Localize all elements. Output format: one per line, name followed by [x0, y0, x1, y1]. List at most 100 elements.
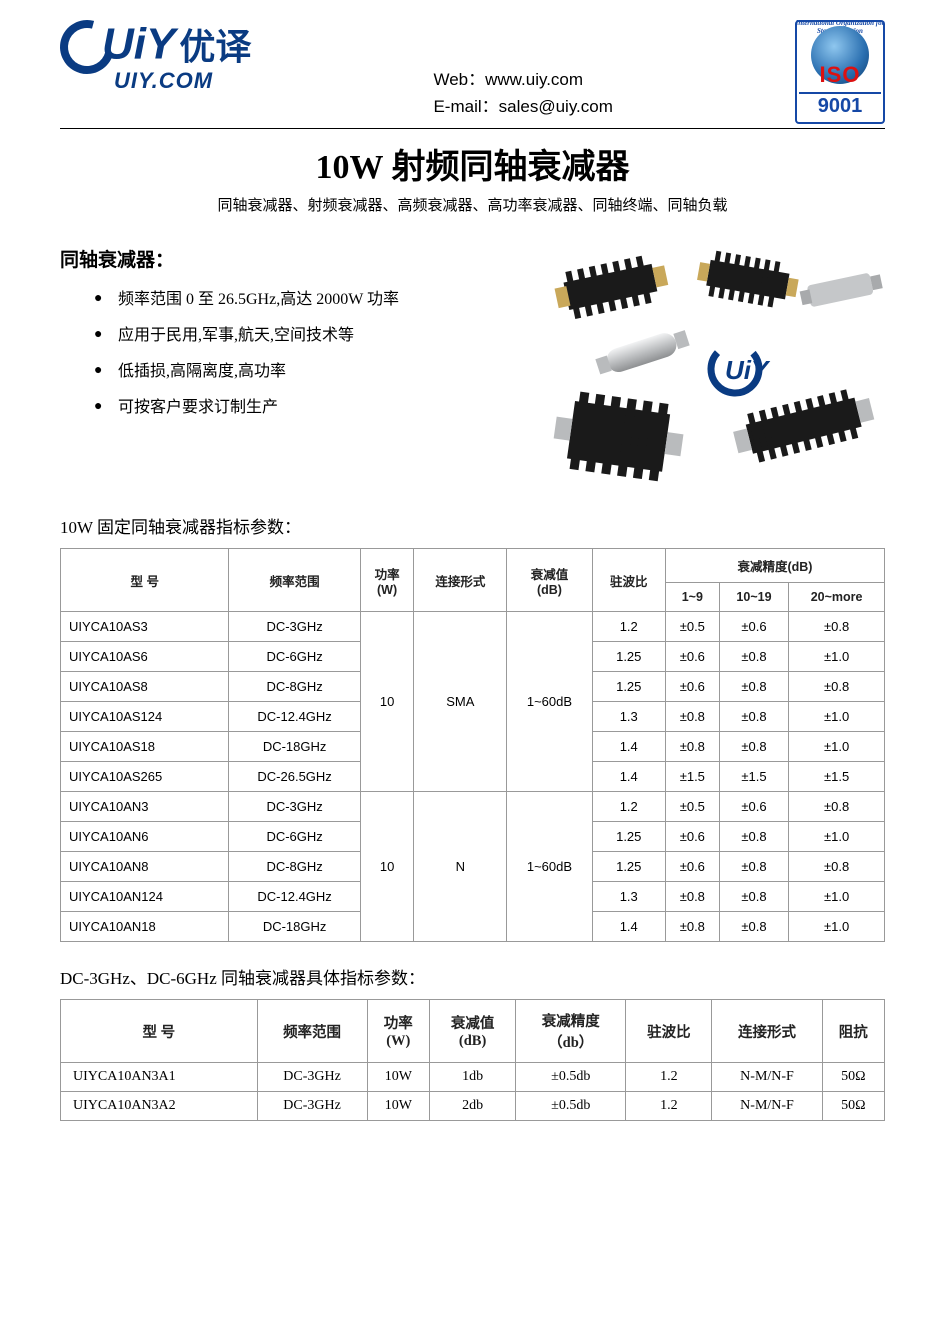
cell-a1: ±0.6 [665, 672, 719, 702]
cell-a2: ±0.8 [719, 822, 788, 852]
page-subtitle: 同轴衰减器、射频衰减器、高频衰减器、高功率衰减器、同轴终端、同轴负载 [60, 194, 885, 215]
cell-a3: ±0.8 [789, 792, 885, 822]
cell-freq: DC-3GHz [257, 1092, 367, 1121]
cell-a3: ±1.0 [789, 822, 885, 852]
cell-model: UIYCA10AN18 [61, 912, 229, 942]
cell-model: UIYCA10AN8 [61, 852, 229, 882]
cell-a3: ±1.0 [789, 702, 885, 732]
feature-item: 可按客户要求订制生产 [94, 400, 505, 416]
cell-a3: ±0.8 [789, 672, 885, 702]
t2-h-imp: 阻抗 [822, 1000, 884, 1063]
table1-caption: 10W 固定同轴衰减器指标参数： [60, 513, 885, 538]
cell-vswr: 1.4 [592, 912, 665, 942]
page-header: UiY优译 UIY.COM Web：www.uiy.com E-mail：sal… [60, 20, 885, 129]
t1-h-vswr: 驻波比 [592, 549, 665, 612]
logo-cn: 优译 [179, 26, 251, 67]
cell-a3: ±1.0 [789, 642, 885, 672]
cell-freq: DC-18GHz [229, 912, 360, 942]
cell-power: 10W [367, 1092, 429, 1121]
cell-att: 1db [430, 1063, 516, 1092]
cell-freq: DC-3GHz [257, 1063, 367, 1092]
cell-a3: ±1.5 [789, 762, 885, 792]
cell-vswr: 1.2 [626, 1063, 712, 1092]
cell-vswr: 1.3 [592, 702, 665, 732]
product-image: UiY [525, 245, 885, 485]
cell-a1: ±0.8 [665, 732, 719, 762]
cell-a2: ±0.8 [719, 642, 788, 672]
cell-model: UIYCA10AN124 [61, 882, 229, 912]
cell-conn: N [414, 792, 507, 942]
features-section: 同轴衰减器： 频率范围 0 至 26.5GHz,高达 2000W 功率应用于民用… [60, 245, 885, 485]
cell-model: UIYCA10AN6 [61, 822, 229, 852]
cell-imp: 50Ω [822, 1092, 884, 1121]
cell-vswr: 1.3 [592, 882, 665, 912]
cell-conn: N-M/N-F [712, 1063, 822, 1092]
table-row: UIYCA10AS3DC-3GHz10SMA1~60dB1.2±0.5±0.6±… [61, 612, 885, 642]
cell-vswr: 1.25 [592, 852, 665, 882]
t2-h-model: 型 号 [61, 1000, 258, 1063]
cell-vswr: 1.4 [592, 732, 665, 762]
cell-a1: ±1.5 [665, 762, 719, 792]
product-illustration: UiY [525, 245, 885, 485]
cell-a3: ±1.0 [789, 882, 885, 912]
cell-freq: DC-3GHz [229, 792, 360, 822]
cell-a2: ±0.8 [719, 852, 788, 882]
t1-h-acc: 衰减精度(dB) [665, 549, 884, 583]
t1-h-power: 功率(W) [360, 549, 414, 612]
cell-vswr: 1.25 [592, 672, 665, 702]
cell-acc: ±0.5db [516, 1092, 626, 1121]
iso-number: 9001 [799, 92, 881, 118]
features-list: 频率范围 0 至 26.5GHz,高达 2000W 功率应用于民用,军事,航天,… [94, 292, 505, 416]
cell-model: UIYCA10AS265 [61, 762, 229, 792]
cell-power: 10 [360, 612, 414, 792]
t2-h-acc: 衰减精度（db） [516, 1000, 626, 1063]
cell-conn: SMA [414, 612, 507, 792]
svg-text:UiY: UiY [725, 355, 771, 385]
table-row: UIYCA10AN3A1DC-3GHz10W1db±0.5db1.2N-M/N-… [61, 1063, 885, 1092]
cell-a2: ±0.6 [719, 792, 788, 822]
cell-freq: DC-18GHz [229, 732, 360, 762]
cell-a2: ±1.5 [719, 762, 788, 792]
cell-a3: ±0.8 [789, 612, 885, 642]
t2-h-conn: 连接形式 [712, 1000, 822, 1063]
web-value: www.uiy.com [485, 70, 583, 89]
cell-power: 10 [360, 792, 414, 942]
cell-vswr: 1.4 [592, 762, 665, 792]
t1-h-model: 型 号 [61, 549, 229, 612]
company-logo: UiY优译 [60, 20, 251, 74]
cell-acc: ±0.5db [516, 1063, 626, 1092]
header-contact: Web：www.uiy.com E-mail：sales@uiy.com [433, 66, 612, 120]
cell-a2: ±0.8 [719, 702, 788, 732]
feature-item: 频率范围 0 至 26.5GHz,高达 2000W 功率 [94, 292, 505, 308]
cell-model: UIYCA10AS124 [61, 702, 229, 732]
cell-a3: ±1.0 [789, 912, 885, 942]
cell-model: UIYCA10AS18 [61, 732, 229, 762]
title-name: 射频同轴衰减器 [392, 149, 630, 186]
cell-model: UIYCA10AN3A1 [61, 1063, 258, 1092]
cell-a2: ±0.8 [719, 672, 788, 702]
t1-h-acc-3: 20~more [789, 583, 885, 612]
cell-power: 10W [367, 1063, 429, 1092]
spec-table-1: 型 号 频率范围 功率(W) 连接形式 衰减值(dB) 驻波比 衰减精度(dB)… [60, 548, 885, 942]
feature-item: 应用于民用,军事,航天,空间技术等 [94, 328, 505, 344]
spec-table-2: 型 号 频率范围 功率(W) 衰减值(dB) 衰减精度（db） 驻波比 连接形式… [60, 999, 885, 1121]
cell-vswr: 1.2 [626, 1092, 712, 1121]
email-value: sales@uiy.com [499, 97, 613, 116]
t2-h-att: 衰减值(dB) [430, 1000, 516, 1063]
cell-a2: ±0.8 [719, 732, 788, 762]
cell-freq: DC-3GHz [229, 612, 360, 642]
cell-conn: N-M/N-F [712, 1092, 822, 1121]
t1-h-acc-2: 10~19 [719, 583, 788, 612]
cell-freq: DC-12.4GHz [229, 882, 360, 912]
cell-a1: ±0.6 [665, 822, 719, 852]
cell-a1: ±0.6 [665, 642, 719, 672]
cell-model: UIYCA10AS8 [61, 672, 229, 702]
iso-text: ISO [799, 62, 881, 88]
cell-a1: ±0.8 [665, 882, 719, 912]
t1-h-freq: 频率范围 [229, 549, 360, 612]
cell-freq: DC-12.4GHz [229, 702, 360, 732]
cell-freq: DC-26.5GHz [229, 762, 360, 792]
cell-a2: ±0.8 [719, 912, 788, 942]
cell-imp: 50Ω [822, 1063, 884, 1092]
cell-a1: ±0.8 [665, 912, 719, 942]
